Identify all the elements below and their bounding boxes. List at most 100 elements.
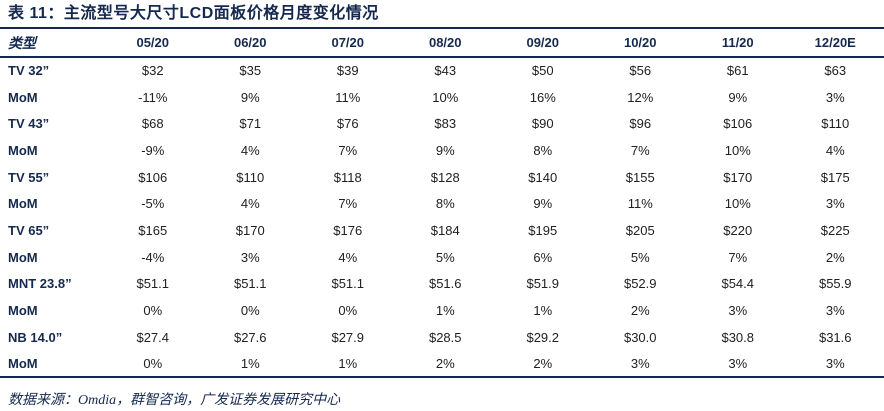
data-cell: $27.9 (331, 329, 365, 345)
data-cell: $76 (336, 116, 359, 132)
row-label: MNT 23.8” (8, 276, 72, 292)
data-cell: 7% (338, 196, 358, 212)
data-cell: 8% (533, 142, 553, 158)
data-cell: -9% (141, 142, 165, 158)
data-cell: 3% (825, 89, 845, 105)
data-cell: $106 (138, 169, 168, 185)
data-cell: 3% (728, 303, 748, 319)
data-cell: 4% (240, 142, 260, 158)
data-cell: 10% (724, 142, 751, 158)
data-cell: $50 (531, 63, 554, 79)
table-row: MoM -5% 4% 7% 8% 9% 11% 10% 3% (0, 190, 884, 217)
data-cell: -11% (138, 89, 168, 105)
table-body: TV 32” $32 $35 $39 $43 $50 $56 $61 $63 MoM -11% 9% 1… (0, 57, 884, 377)
column-header-month: 07/20 (299, 29, 397, 58)
table-row: MoM 0% 0% 0% 1% 1% 2% 3% 3% (0, 297, 884, 324)
data-cell: $30.0 (623, 329, 657, 345)
data-cell: 3% (825, 355, 845, 371)
row-label: NB 14.0” (8, 329, 63, 345)
column-header-month: 09/20 (494, 29, 592, 58)
data-cell: $68 (141, 116, 164, 132)
column-header-month: 10/20 (591, 29, 689, 58)
data-cell: $155 (625, 169, 655, 185)
row-label: TV 43” (8, 116, 50, 132)
data-cell: 0% (240, 303, 260, 319)
data-cell: 1% (533, 303, 553, 319)
data-cell: $51.9 (526, 276, 560, 292)
data-cell: 3% (728, 355, 748, 371)
header-row: 类型 05/20 06/20 07/20 08/20 09/20 10/20 11/20 12/… (0, 29, 884, 58)
data-cell: $51.1 (331, 276, 365, 292)
data-cell: 2% (825, 249, 845, 265)
data-cell: 3% (630, 355, 650, 371)
data-source-note: 数据来源：Omdia，群智咨询，广发证券发展研究中心 (8, 393, 341, 409)
data-cell: 7% (728, 249, 748, 265)
data-cell: 5% (435, 249, 455, 265)
data-cell: $170 (235, 222, 265, 238)
column-header-month: 12/20E (786, 29, 884, 58)
column-header-type: 类型 (0, 29, 104, 58)
data-cell: 4% (825, 142, 845, 158)
data-cell: $195 (528, 222, 558, 238)
data-cell: 2% (533, 355, 553, 371)
table-header: 类型 05/20 06/20 07/20 08/20 09/20 10/20 11/20 12/… (0, 29, 884, 58)
data-cell: 3% (825, 303, 845, 319)
data-cell: 3% (825, 196, 845, 212)
data-cell: $61 (726, 63, 749, 79)
row-label: MoM (8, 196, 38, 212)
data-cell: $39 (336, 63, 359, 79)
table-row: MNT 23.8” $51.1 $51.1 $51.1 $51.6 $51.9 $52.9 $… (0, 271, 884, 298)
data-cell: 7% (630, 142, 650, 158)
data-cell: 2% (630, 303, 650, 319)
data-cell: $35 (239, 63, 262, 79)
data-cell: $52.9 (623, 276, 657, 292)
data-cell: 3% (240, 249, 260, 265)
data-cell: 1% (338, 355, 358, 371)
data-cell: 2% (435, 355, 455, 371)
data-cell: 10% (432, 89, 459, 105)
data-cell: $128 (430, 169, 460, 185)
data-cell: $54.4 (721, 276, 755, 292)
column-header-month: 06/20 (201, 29, 299, 58)
row-label: TV 55” (8, 169, 50, 185)
row-label: MoM (8, 303, 38, 319)
data-cell: $71 (239, 116, 262, 132)
row-label: MoM (8, 142, 38, 158)
data-cell: $165 (138, 222, 168, 238)
data-cell: 12% (627, 89, 654, 105)
data-cell: $118 (333, 169, 362, 185)
data-cell: 9% (435, 142, 455, 158)
data-cell: 4% (338, 249, 358, 265)
data-cell: 1% (435, 303, 455, 319)
data-cell: 11% (335, 89, 361, 105)
data-cell: $27.4 (136, 329, 170, 345)
data-cell: 0% (143, 355, 163, 371)
data-cell: 4% (240, 196, 260, 212)
data-cell: $28.5 (428, 329, 462, 345)
data-cell: -5% (141, 196, 165, 212)
data-cell: $51.1 (136, 276, 170, 292)
data-cell: $51.6 (428, 276, 462, 292)
data-cell: $110 (236, 169, 265, 185)
data-cell: 7% (338, 142, 358, 158)
table-row: MoM -11% 9% 11% 10% 16% 12% 9% 3% (0, 84, 884, 111)
data-cell: $106 (723, 116, 753, 132)
data-cell: -4% (141, 249, 165, 265)
data-cell: $55.9 (818, 276, 852, 292)
lcd-panel-price-table: 类型 05/20 06/20 07/20 08/20 09/20 10/20 11/20 12/… (0, 29, 884, 379)
table-row: TV 65” $165 $170 $176 $184 $195 $205 $220 $225 (0, 217, 884, 244)
table-row: TV 32” $32 $35 $39 $43 $50 $56 $61 $63 (0, 57, 884, 84)
data-cell: $27.6 (233, 329, 267, 345)
data-cell: 9% (728, 89, 748, 105)
column-header-month: 05/20 (104, 29, 202, 58)
table-row: TV 43” $68 $71 $76 $83 $90 $96 $106 $110 (0, 110, 884, 137)
data-cell: $175 (820, 169, 850, 185)
data-cell: $220 (723, 222, 753, 238)
data-cell: 10% (724, 196, 751, 212)
data-cell: $184 (430, 222, 460, 238)
data-cell: $90 (531, 116, 554, 132)
data-cell: $43 (434, 63, 457, 79)
data-cell: $96 (629, 116, 652, 132)
column-header-month: 11/20 (689, 29, 787, 58)
data-cell: 9% (240, 89, 260, 105)
